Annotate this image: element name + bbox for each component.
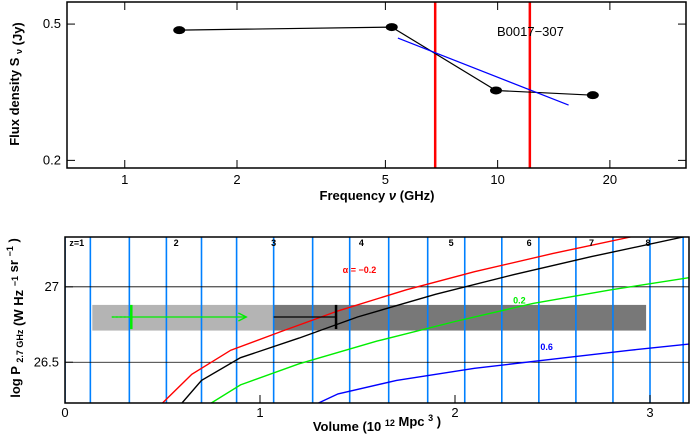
luminosity-xtick-label-0: 0 xyxy=(61,405,68,420)
spectrum-ylabel-sub: ν xyxy=(14,49,24,54)
spectrum-source-name: B0017−307 xyxy=(497,24,564,39)
redshift-label-2: 3 xyxy=(271,238,276,248)
redshift-label-7: 8 xyxy=(646,238,651,248)
luminosity-xlabel-unit-exp2: 3 xyxy=(428,413,433,423)
luminosity-xlabel-text: Volume xyxy=(313,419,359,434)
redshift-labels: z=1 2 3 4 5 6 7 8 xyxy=(69,238,650,248)
spectrum-panel: 1 2 5 10 20 0.2 0.5 B0017−307 Frequency ν (GHz… xyxy=(7,1,687,203)
luminosity-xtick-label-3: 3 xyxy=(646,405,653,420)
redshift-label-0: z=1 xyxy=(69,238,84,248)
curve-label-2: 0.6 xyxy=(540,342,553,352)
spectrum-frame xyxy=(66,1,687,169)
spectrum-point-2 xyxy=(490,86,503,95)
luminosity-xlabel-unit-end: ) xyxy=(437,414,441,429)
spectral-index-curve-2 xyxy=(210,277,689,403)
spectral-index-curves xyxy=(162,237,689,403)
curve-label-1: 0.2 xyxy=(513,295,526,305)
redshift-label-3: 4 xyxy=(359,238,364,248)
luminosity-ylabel-unit-end: ) xyxy=(6,238,21,242)
frequency-markers xyxy=(433,2,532,168)
spectral-index-curve-0 xyxy=(162,237,631,403)
spectrum-series-line-0 xyxy=(179,26,593,96)
source-points xyxy=(111,304,338,330)
luminosity-xlabel-unit-close: Mpc xyxy=(399,414,425,429)
luminosity-ytick-label-1: 27 xyxy=(45,279,59,294)
luminosity-xlabel: Volume (10 12 Mpc 3 ) xyxy=(313,409,441,434)
spectral-index-curve-3 xyxy=(318,343,689,403)
luminosity-gridlines xyxy=(65,286,689,363)
luminosity-ytick-label-0: 26.5 xyxy=(34,354,59,369)
luminosity-ylabel-unit-open: (W Hz xyxy=(11,289,26,326)
luminosity-bands xyxy=(92,304,647,331)
spectrum-xlabel-text: Frequency xyxy=(320,188,387,203)
spectrum-ylabel: Flux density S ν (Jy) xyxy=(7,22,25,146)
spectrum-xtick-label-2: 5 xyxy=(382,172,389,187)
spectrum-xtick-label-4: 20 xyxy=(603,172,617,187)
redshift-label-4: 5 xyxy=(449,238,454,248)
spectral-index-curve-1 xyxy=(181,237,684,403)
redshift-label-1: 2 xyxy=(174,238,179,248)
luminosity-xtick-label-2: 2 xyxy=(451,405,458,420)
spectrum-xtick-label-1: 2 xyxy=(233,172,240,187)
spectrum-point-3 xyxy=(586,91,599,100)
spectrum-ytick-label-0: 0.2 xyxy=(43,152,61,167)
spectrum-xlabel-unit: (GHz) xyxy=(400,188,435,203)
luminosity-ylabel-unit-exp1: −1 xyxy=(10,276,20,286)
luminosity-ylabel-unit-exp2: −1 xyxy=(5,246,15,256)
spectrum-series-line-1 xyxy=(397,37,569,106)
luminosity-ylabel-sub: 2.7 GHz xyxy=(15,329,25,363)
luminosity-xlabel-unit-open: (10 xyxy=(362,419,381,434)
curve-label-0: α = −0.2 xyxy=(343,265,377,275)
luminosity-xtick-label-1: 1 xyxy=(256,405,263,420)
spectrum-point-1 xyxy=(385,23,398,32)
spectrum-point-0 xyxy=(173,26,186,35)
redshift-label-6: 7 xyxy=(589,238,594,248)
luminosity-panel: z=1 2 3 4 5 6 7 8 α = −0.20.20.6 0 1 2 326.527 Vol… xyxy=(1,236,690,434)
spectrum-ylabel-text: Flux density S xyxy=(7,57,22,145)
spectrum-ytick-label-1: 0.5 xyxy=(43,16,61,31)
spectrum-xtick-label-0: 1 xyxy=(121,172,128,187)
luminosity-ticks: 0 1 2 3 26.5 27 xyxy=(34,279,654,420)
spectrum-xtick-label-3: 10 xyxy=(490,172,504,187)
spectrum-xlabel-symbol: ν xyxy=(389,188,397,203)
spectrum-ylabel-unit: (Jy) xyxy=(10,22,25,45)
luminosity-xlabel-unit-exp: 12 xyxy=(385,418,395,428)
luminosity-ylabel-text: log P xyxy=(8,366,23,398)
source-point-limit-arrow-1 xyxy=(238,312,248,322)
spectrum-ticks: 1 2 5 10 20 0.2 0.5 xyxy=(43,2,686,187)
spectrum-series xyxy=(173,23,599,106)
luminosity-ylabel-unit-mid: sr xyxy=(6,260,21,272)
redshift-label-5: 6 xyxy=(527,238,532,248)
spectrum-xlabel: Frequency ν (GHz) xyxy=(320,188,435,203)
luminosity-frame xyxy=(64,236,690,404)
luminosity-band-0 xyxy=(92,304,274,331)
curve-labels: α = −0.2 0.2 0.6 xyxy=(343,265,553,352)
redshift-lines xyxy=(65,237,684,403)
luminosity-ylabel: log P 2.7 GHz (W Hz −1 sr −1 ) xyxy=(1,238,26,398)
